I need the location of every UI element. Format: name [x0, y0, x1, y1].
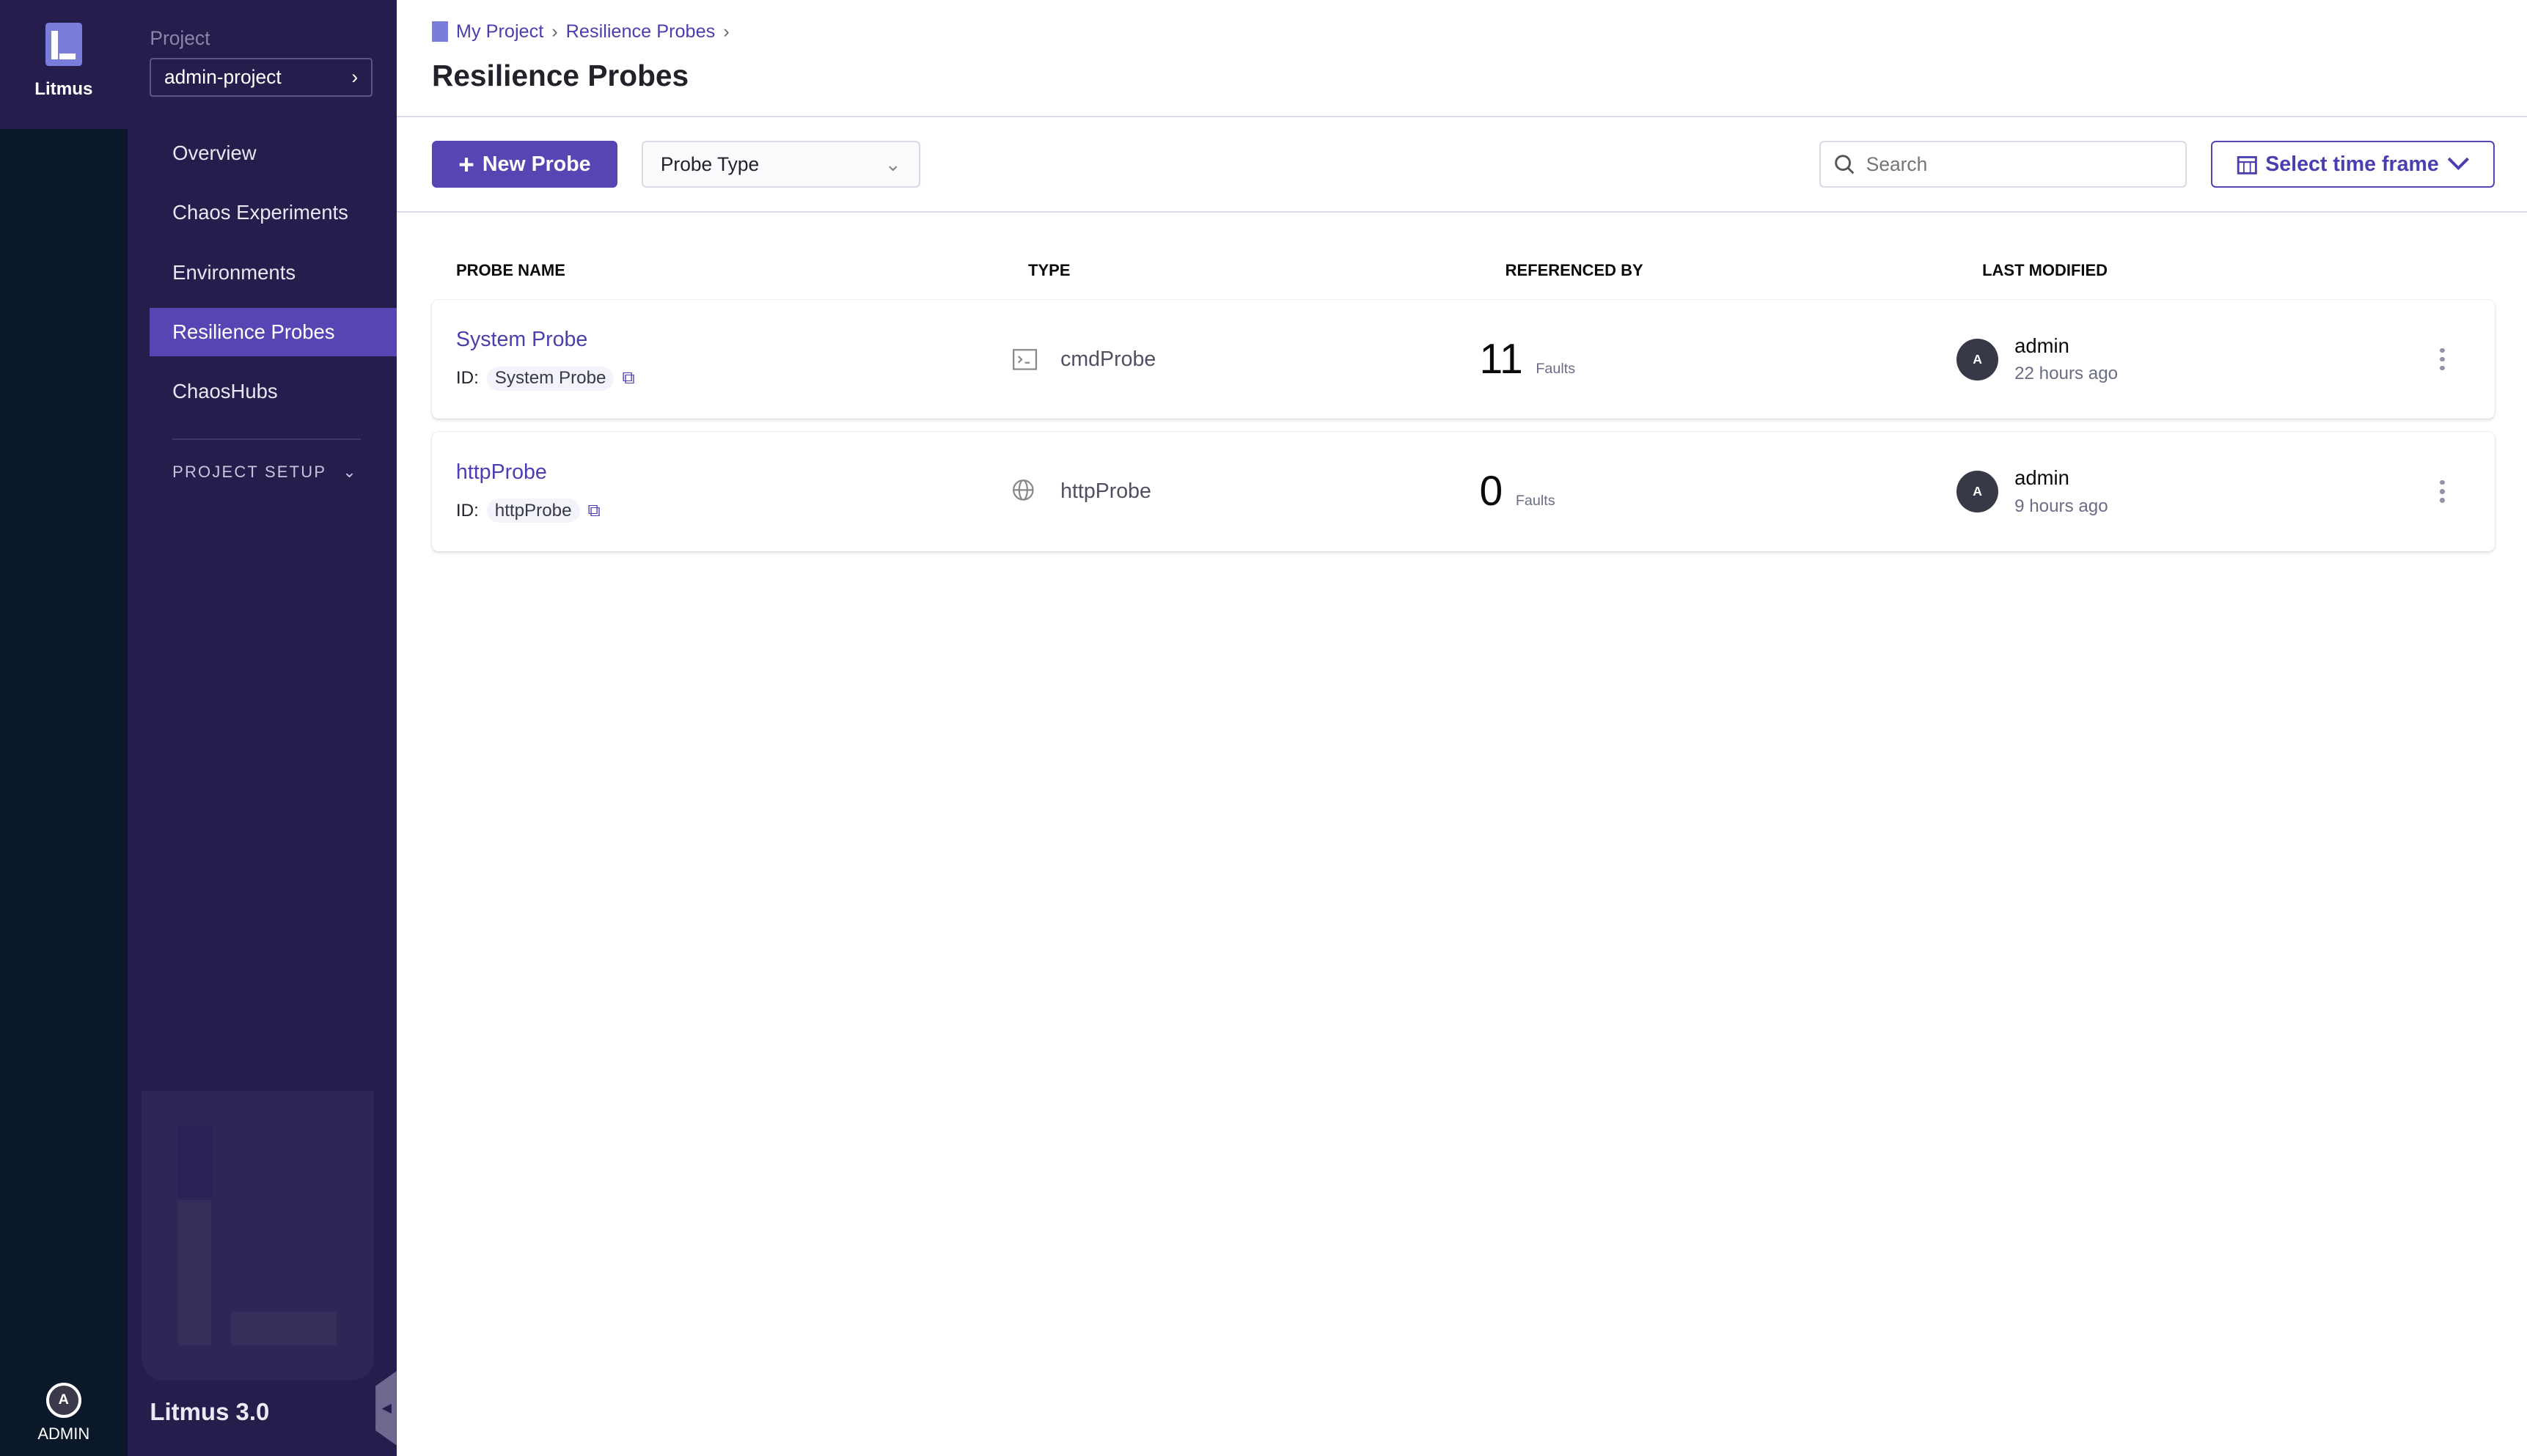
globe-icon: [1013, 479, 1034, 501]
project-setup-label: PROJECT SETUP: [172, 462, 327, 481]
chevron-right-icon: ›: [551, 21, 558, 42]
table-header: PROBE NAME TYPE REFERENCED BY LAST MODIF…: [397, 213, 2527, 300]
probe-name-link[interactable]: System Probe: [455, 328, 588, 352]
chevron-down-icon: [2447, 158, 2469, 171]
litmus-logo-icon: [45, 22, 83, 67]
table-row[interactable]: System Probe ID: System Probe ⧉ cmdProbe 1…: [432, 300, 2495, 419]
search-icon: [1835, 155, 1855, 174]
probe-type: cmdProbe: [1060, 347, 1156, 371]
modified-by: admin: [2014, 334, 2069, 357]
modified-time: 9 hours ago: [2014, 496, 2108, 516]
new-probe-label: New Probe: [482, 152, 591, 176]
sidebar-item-chaos-experiments[interactable]: Chaos Experiments: [172, 201, 348, 224]
time-frame-label: Select time frame: [2265, 152, 2439, 176]
chevron-down-icon: ⌄: [342, 462, 358, 481]
probe-name-link[interactable]: httpProbe: [455, 460, 547, 484]
project-setup-toggle[interactable]: PROJECT SETUP ⌄: [128, 463, 397, 482]
column-last-modified[interactable]: LAST MODIFIED: [1982, 261, 2108, 279]
id-label: ID:: [455, 500, 479, 521]
modified-time: 22 hours ago: [2014, 364, 2119, 384]
avatar: A: [1956, 338, 1999, 380]
app-rail: Litmus A ADMIN: [0, 0, 128, 1456]
brand-name: Litmus: [34, 78, 93, 99]
column-probe-name[interactable]: PROBE NAME: [455, 261, 565, 279]
faults-label: Faults: [1515, 493, 1555, 510]
user-label: ADMIN: [37, 1424, 90, 1444]
referenced-count: 0: [1479, 468, 1503, 515]
more-options-icon[interactable]: [2440, 348, 2446, 375]
project-selector[interactable]: admin-project ›: [150, 58, 373, 98]
id-label: ID:: [455, 368, 479, 389]
column-referenced-by: REFERENCED BY: [1505, 261, 1643, 279]
new-probe-button[interactable]: + New Probe: [431, 141, 617, 188]
chevron-right-icon: ›: [723, 21, 730, 42]
referenced-count: 11: [1479, 336, 1523, 383]
time-frame-button[interactable]: Select time frame: [2211, 141, 2495, 188]
search-field[interactable]: [1819, 141, 2187, 188]
copy-icon[interactable]: ⧉: [622, 368, 635, 389]
probe-type-value: Probe Type: [660, 152, 760, 175]
faults-label: Faults: [1536, 361, 1576, 378]
brand[interactable]: Litmus: [0, 0, 128, 129]
project-name: admin-project: [164, 66, 282, 89]
divider: [172, 438, 362, 441]
page-title: Resilience Probes: [431, 58, 689, 92]
sidebar-item-chaoshubs[interactable]: ChaosHubs: [172, 380, 278, 403]
sidebar: Project admin-project › Overview Chaos Ex…: [127, 0, 397, 1456]
sidebar-item-environments[interactable]: Environments: [172, 260, 296, 284]
modified-by: admin: [2014, 466, 2069, 489]
project-label: Project: [150, 27, 210, 50]
probe-type-select[interactable]: Probe Type ⌄: [641, 141, 920, 188]
sidebar-item-resilience-probes[interactable]: Resilience Probes: [150, 307, 397, 356]
table-row[interactable]: httpProbe ID: httpProbe ⧉ httpProbe 0 Fault…: [432, 432, 2495, 551]
terminal-icon: [1013, 348, 1038, 370]
sidebar-item-overview[interactable]: Overview: [172, 141, 257, 165]
probe-type: httpProbe: [1060, 479, 1151, 503]
column-type: TYPE: [1028, 261, 1071, 279]
copy-icon[interactable]: ⧉: [587, 500, 601, 521]
plus-icon: +: [458, 148, 474, 180]
breadcrumb-resilience-probes[interactable]: Resilience Probes: [565, 21, 716, 42]
search-input[interactable]: [1866, 152, 2157, 176]
avatar: A: [45, 1383, 81, 1419]
probe-id: System Probe: [486, 367, 615, 391]
collapse-sidebar-button[interactable]: ◀: [375, 1371, 397, 1446]
user-menu[interactable]: A ADMIN: [0, 1383, 128, 1444]
calendar-icon: [2237, 155, 2257, 174]
version-label: Litmus 3.0: [150, 1397, 270, 1425]
main-content: My Project › Resilience Probes › Resilienc…: [396, 0, 2527, 1456]
avatar: A: [1956, 470, 1999, 512]
probe-id: httpProbe: [486, 499, 580, 523]
toolbar: + New Probe Probe Type ⌄ Select time frame: [396, 117, 2527, 213]
litmus-watermark-icon: [142, 1090, 374, 1381]
project-icon: [431, 21, 448, 43]
chevron-right-icon: ›: [351, 66, 359, 89]
breadcrumb: My Project › Resilience Probes ›: [431, 21, 2492, 43]
more-options-icon[interactable]: [2440, 479, 2446, 507]
breadcrumb-my-project[interactable]: My Project: [455, 21, 544, 42]
chevron-down-icon: ⌄: [884, 152, 901, 175]
